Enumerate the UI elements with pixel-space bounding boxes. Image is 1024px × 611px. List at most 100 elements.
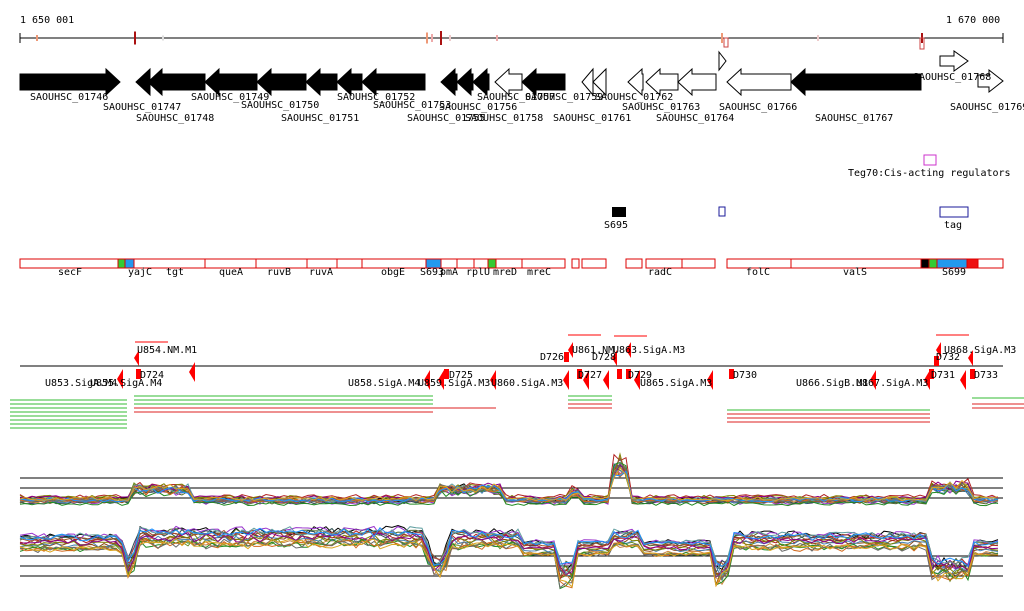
tu-label: U867.SigA.M3 <box>856 378 928 389</box>
gene-arrow[interactable] <box>456 67 474 97</box>
expression-series <box>19 537 999 588</box>
gene-label: SAOUHSC_01746 <box>30 92 108 103</box>
gene-arrow[interactable] <box>718 50 727 72</box>
gene-arrow[interactable] <box>939 50 969 72</box>
gene-arrow[interactable] <box>336 67 363 97</box>
gene-label: SAOUHSC_01749 <box>191 92 269 103</box>
gene-arrow[interactable] <box>256 67 307 97</box>
gene-arrow[interactable] <box>440 67 458 97</box>
srna-label-tag: tag <box>944 220 962 231</box>
gene-label: SAOUHSC_01761 <box>553 113 631 124</box>
tu-label: U853.SigA.M4 <box>45 378 117 389</box>
gene-arrow[interactable] <box>472 67 490 97</box>
gene-label: SAOUHSC_01769 <box>950 102 1024 113</box>
gene-arrow[interactable] <box>135 67 151 97</box>
gene-arrow[interactable] <box>19 67 121 97</box>
tu-block[interactable] <box>444 369 449 379</box>
regulator-box[interactable] <box>923 154 937 166</box>
operon-box[interactable] <box>571 258 580 269</box>
gene-label: SAOUHSC_01748 <box>136 113 214 124</box>
operon-box[interactable] <box>977 258 1004 269</box>
tu-marker[interactable] <box>936 342 941 358</box>
gene-arrow[interactable] <box>677 67 717 97</box>
tu-marker[interactable] <box>603 370 609 390</box>
tu-block[interactable] <box>934 356 939 366</box>
expression-series <box>19 534 999 582</box>
gene-label: SAOUHSC_01757 <box>477 92 555 103</box>
tu-label: D729 <box>628 370 652 381</box>
tu-block[interactable] <box>729 369 734 379</box>
gene-arrow[interactable] <box>361 67 426 97</box>
regulator-track: Teg70:Cis-acting regulators <box>848 154 1011 179</box>
tu-label: D730 <box>733 370 757 381</box>
gene-arrow[interactable] <box>204 67 258 97</box>
operon-label: ruvB <box>267 267 291 278</box>
operon-box[interactable] <box>966 258 979 269</box>
operon-label: valS <box>843 267 867 278</box>
tu-label: D731 <box>931 370 955 381</box>
srna-block-tag[interactable] <box>939 206 969 218</box>
gene-arrow[interactable] <box>726 67 792 97</box>
tu-marker[interactable] <box>626 342 631 358</box>
tu-marker[interactable] <box>189 362 195 382</box>
gene-arrow[interactable] <box>305 67 338 97</box>
gene-label: SAOUHSC_01756 <box>439 102 517 113</box>
gene-label: SAOUHSC_01751 <box>281 113 359 124</box>
tu-block[interactable] <box>136 369 141 379</box>
expression-series <box>19 527 999 568</box>
gene-arrow[interactable] <box>494 67 523 97</box>
operon-box[interactable] <box>928 258 938 269</box>
tu-marker[interactable] <box>424 370 430 390</box>
srna-block-small[interactable] <box>718 206 726 217</box>
tu-marker[interactable] <box>968 350 973 366</box>
operon-box[interactable] <box>581 258 607 269</box>
operon-box[interactable] <box>336 258 363 269</box>
gene-arrow[interactable] <box>977 68 1004 94</box>
gene-arrow[interactable] <box>147 67 206 97</box>
gene-arrow[interactable] <box>790 67 922 97</box>
srna-block-s695[interactable] <box>612 207 626 217</box>
coverage-lines <box>10 395 1024 429</box>
gene-label: SAOUHSC_01768 <box>913 72 991 83</box>
tu-block[interactable] <box>970 369 975 379</box>
operon-label: queA <box>219 267 243 278</box>
operon-label: obgE <box>381 267 405 278</box>
tu-label: U854.NM.M1 <box>137 345 197 356</box>
gene-label: SAOUHSC_01753 <box>373 100 451 111</box>
operon-box[interactable] <box>521 258 566 269</box>
tu-marker[interactable] <box>583 370 589 390</box>
operon-box[interactable] <box>920 258 930 269</box>
tu-marker[interactable] <box>960 370 966 390</box>
tu-marker[interactable] <box>568 342 573 358</box>
operon-box[interactable] <box>625 258 643 269</box>
gene-arrow[interactable] <box>627 67 644 97</box>
tu-label: D732 <box>936 352 960 363</box>
tu-marker[interactable] <box>707 370 713 390</box>
tu-marker[interactable] <box>870 370 876 390</box>
tu-marker[interactable] <box>924 370 930 390</box>
tu-marker[interactable] <box>117 369 123 389</box>
gene-arrow[interactable] <box>592 67 607 97</box>
tu-marker[interactable] <box>612 350 617 366</box>
operon-box[interactable] <box>681 258 716 269</box>
gene-arrow[interactable] <box>645 67 679 97</box>
tu-block[interactable] <box>929 369 934 379</box>
tu-marker[interactable] <box>490 370 496 390</box>
tu-marker[interactable] <box>438 370 444 390</box>
gene-arrow[interactable] <box>581 67 594 97</box>
tu-marker[interactable] <box>134 350 139 366</box>
srna-track: S695 tag <box>604 206 969 231</box>
tu-block[interactable] <box>626 369 631 379</box>
expression-series <box>19 462 999 507</box>
expression-series <box>19 466 999 502</box>
tu-block[interactable] <box>617 369 622 379</box>
tu-block[interactable] <box>577 369 582 379</box>
tu-label: D724 <box>140 370 164 381</box>
tu-marker[interactable] <box>634 370 640 390</box>
tu-marker[interactable] <box>563 370 569 390</box>
operon-box[interactable] <box>117 258 126 269</box>
gene-label: SAOUHSC_01766 <box>719 102 797 113</box>
tu-block[interactable] <box>564 352 569 362</box>
gene-arrow[interactable] <box>521 67 566 97</box>
